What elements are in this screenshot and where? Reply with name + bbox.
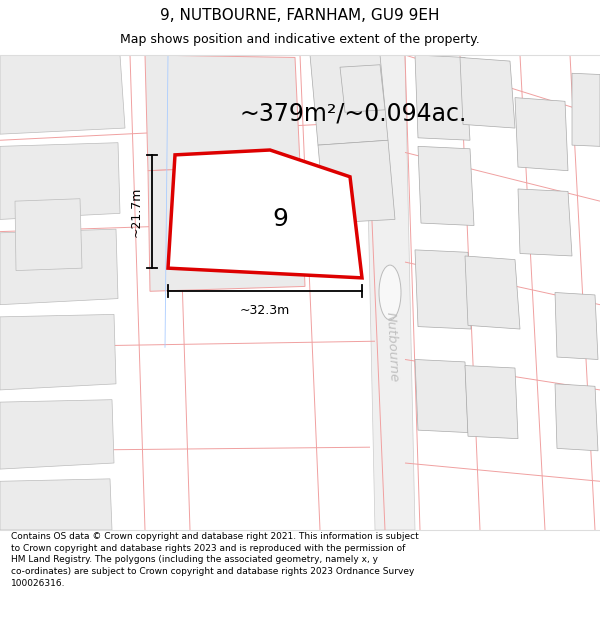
Polygon shape <box>415 359 468 432</box>
Polygon shape <box>415 55 470 140</box>
Polygon shape <box>555 384 598 451</box>
Text: Nutbourne: Nutbourne <box>383 312 400 382</box>
Polygon shape <box>310 55 388 145</box>
Polygon shape <box>0 399 114 469</box>
Text: 9: 9 <box>272 208 288 231</box>
Ellipse shape <box>379 265 401 320</box>
Polygon shape <box>145 55 300 171</box>
Polygon shape <box>518 189 572 256</box>
Polygon shape <box>465 256 520 329</box>
Polygon shape <box>365 55 415 530</box>
Polygon shape <box>460 58 515 128</box>
Polygon shape <box>0 142 120 219</box>
Polygon shape <box>168 150 362 278</box>
Polygon shape <box>0 55 125 134</box>
Text: Map shows position and indicative extent of the property.: Map shows position and indicative extent… <box>120 33 480 46</box>
Polygon shape <box>572 73 600 146</box>
Text: ~32.3m: ~32.3m <box>240 304 290 318</box>
Polygon shape <box>515 98 568 171</box>
Polygon shape <box>15 199 82 271</box>
Text: ~379m²/~0.094ac.: ~379m²/~0.094ac. <box>240 101 467 126</box>
Polygon shape <box>0 479 112 530</box>
Polygon shape <box>465 366 518 439</box>
Polygon shape <box>555 292 598 359</box>
Text: Contains OS data © Crown copyright and database right 2021. This information is : Contains OS data © Crown copyright and d… <box>11 532 419 588</box>
Polygon shape <box>415 250 471 329</box>
Text: 9, NUTBOURNE, FARNHAM, GU9 9EH: 9, NUTBOURNE, FARNHAM, GU9 9EH <box>160 8 440 23</box>
Text: ~21.7m: ~21.7m <box>130 186 143 237</box>
Polygon shape <box>318 140 395 223</box>
Polygon shape <box>0 229 118 304</box>
Polygon shape <box>0 314 116 390</box>
Polygon shape <box>418 146 474 226</box>
Polygon shape <box>148 164 305 291</box>
Polygon shape <box>340 65 385 112</box>
